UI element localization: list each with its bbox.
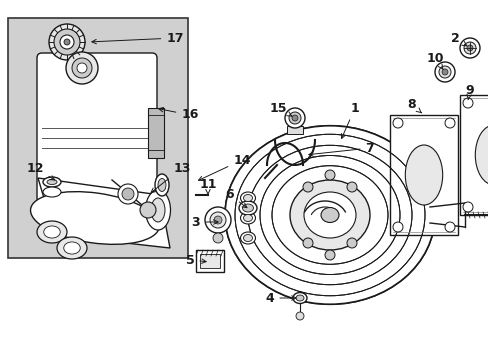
Text: 1: 1 (341, 102, 359, 139)
Ellipse shape (155, 174, 169, 196)
Text: 3: 3 (191, 216, 218, 229)
Circle shape (346, 238, 356, 248)
Circle shape (77, 63, 87, 73)
Ellipse shape (43, 187, 61, 197)
Text: 16: 16 (159, 107, 198, 122)
Ellipse shape (243, 194, 252, 202)
Ellipse shape (145, 190, 170, 230)
Text: 17: 17 (92, 31, 183, 45)
Circle shape (285, 108, 305, 128)
Circle shape (295, 312, 304, 320)
Circle shape (441, 69, 447, 75)
Text: 15: 15 (269, 102, 291, 116)
Circle shape (462, 202, 472, 212)
Circle shape (204, 207, 230, 233)
Bar (200, 254, 220, 268)
Text: 8: 8 (407, 99, 421, 113)
Bar (196, 250, 224, 272)
Ellipse shape (295, 295, 304, 301)
Circle shape (463, 42, 475, 54)
Circle shape (209, 212, 225, 228)
Ellipse shape (474, 125, 488, 185)
Bar (389, 115, 457, 235)
Ellipse shape (243, 234, 252, 242)
Ellipse shape (242, 204, 253, 212)
Circle shape (392, 222, 402, 232)
Ellipse shape (320, 207, 338, 222)
Circle shape (214, 216, 222, 224)
Circle shape (392, 118, 402, 128)
Circle shape (444, 118, 454, 128)
Ellipse shape (405, 145, 442, 205)
Circle shape (140, 202, 156, 218)
Ellipse shape (158, 179, 165, 192)
Ellipse shape (240, 212, 255, 224)
Text: 13: 13 (151, 162, 190, 193)
Circle shape (459, 38, 479, 58)
Circle shape (346, 182, 356, 192)
Text: 5: 5 (185, 253, 206, 266)
Ellipse shape (240, 232, 255, 244)
Ellipse shape (63, 242, 80, 254)
Text: 4: 4 (265, 292, 296, 305)
Ellipse shape (37, 221, 67, 243)
Bar (8, 18, 187, 258)
Ellipse shape (292, 292, 306, 303)
Circle shape (54, 29, 80, 55)
Circle shape (325, 250, 334, 260)
Ellipse shape (43, 177, 61, 187)
FancyBboxPatch shape (37, 53, 157, 203)
Polygon shape (38, 178, 170, 248)
Circle shape (64, 39, 70, 45)
Bar (286, 126, 303, 134)
Ellipse shape (240, 192, 255, 204)
Circle shape (49, 24, 85, 60)
Ellipse shape (289, 180, 369, 250)
Ellipse shape (30, 192, 159, 244)
Text: 9: 9 (465, 84, 473, 99)
Circle shape (434, 62, 454, 82)
Text: 2: 2 (450, 31, 466, 46)
Ellipse shape (239, 201, 257, 215)
Circle shape (213, 233, 223, 243)
Ellipse shape (47, 180, 57, 184)
Circle shape (72, 58, 92, 78)
Ellipse shape (243, 215, 252, 221)
Ellipse shape (304, 192, 355, 238)
Circle shape (118, 184, 138, 204)
Ellipse shape (57, 237, 87, 259)
Circle shape (66, 52, 98, 84)
Ellipse shape (43, 226, 60, 238)
Circle shape (60, 35, 74, 49)
Circle shape (288, 112, 301, 124)
Circle shape (303, 238, 312, 248)
Circle shape (462, 98, 472, 108)
Circle shape (325, 170, 334, 180)
Ellipse shape (224, 126, 434, 304)
Ellipse shape (151, 198, 164, 222)
Text: 6: 6 (225, 189, 246, 208)
Text: 12: 12 (26, 162, 55, 180)
Text: 11: 11 (199, 179, 216, 194)
Ellipse shape (224, 126, 434, 304)
Text: 7: 7 (308, 141, 374, 156)
Text: 14: 14 (198, 153, 250, 180)
Circle shape (122, 188, 134, 200)
Text: 10: 10 (426, 51, 443, 69)
Circle shape (444, 222, 454, 232)
Bar (148, 108, 163, 158)
Circle shape (438, 66, 450, 78)
Circle shape (291, 115, 297, 121)
Bar (459, 95, 488, 215)
Circle shape (303, 182, 312, 192)
Circle shape (466, 45, 472, 51)
